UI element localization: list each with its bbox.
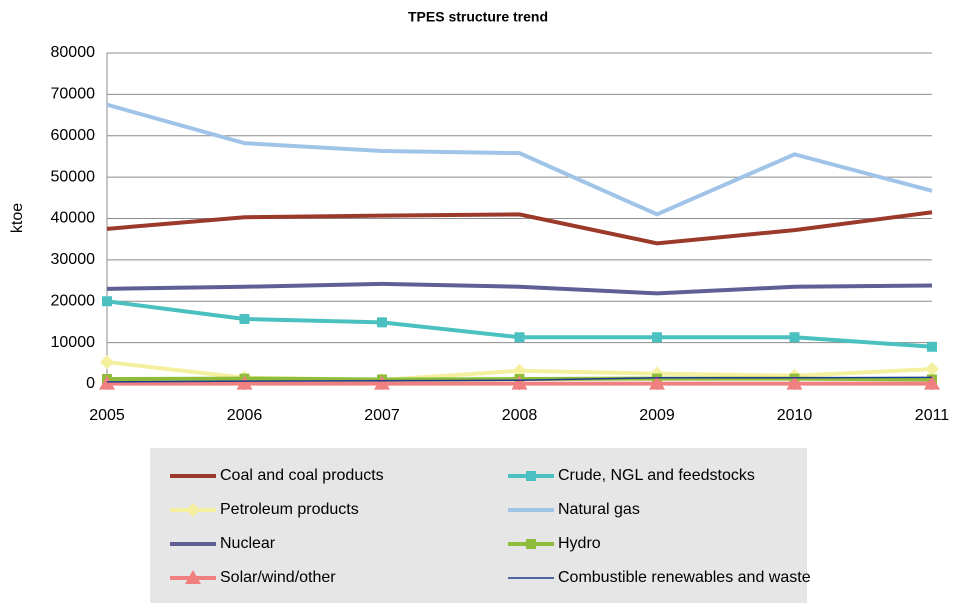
point-marker xyxy=(786,375,803,390)
legend-label: Petroleum products xyxy=(220,501,359,518)
point-marker xyxy=(927,341,937,352)
legend-label: Natural gas xyxy=(558,501,640,518)
legend-box xyxy=(150,448,807,603)
series-line xyxy=(106,210,933,246)
point-marker xyxy=(239,314,250,325)
legend-label: Crude, NGL and feedstocks xyxy=(558,467,755,484)
point-marker xyxy=(236,375,253,390)
point-marker xyxy=(789,332,800,343)
point-marker xyxy=(102,296,112,307)
y-tick-label: 70000 xyxy=(51,86,96,103)
legend-label: Solar/wind/other xyxy=(220,569,336,586)
x-tick-label: 2006 xyxy=(227,407,263,424)
legend-label: Combustible renewables and waste xyxy=(558,569,811,586)
y-tick-label: 20000 xyxy=(51,292,96,309)
series-line xyxy=(106,102,933,217)
series-line xyxy=(106,281,933,296)
point-marker xyxy=(925,362,939,377)
y-tick-label: 80000 xyxy=(51,44,96,61)
legend-marker xyxy=(526,539,536,549)
point-marker xyxy=(99,375,115,390)
point-marker xyxy=(377,317,387,328)
point-marker xyxy=(924,375,940,390)
y-tick-label: 30000 xyxy=(51,251,96,268)
legend-label: Hydro xyxy=(558,535,601,552)
x-tick-label: 2007 xyxy=(364,407,400,424)
x-tick-label: 2008 xyxy=(502,407,538,424)
x-tick-label: 2010 xyxy=(777,407,813,424)
chart-title: TPES structure trend xyxy=(408,9,548,25)
x-tick-label: 2009 xyxy=(639,407,675,424)
point-marker xyxy=(511,375,528,390)
legend-marker xyxy=(526,471,536,481)
series-line xyxy=(106,376,933,383)
point-marker xyxy=(100,355,114,370)
y-tick-label: 40000 xyxy=(51,210,96,227)
legend-marker xyxy=(186,503,200,517)
y-tick-label: 50000 xyxy=(51,168,96,185)
x-tick-label: 2005 xyxy=(89,407,125,424)
y-tick-label: 10000 xyxy=(51,334,96,351)
legend-marker xyxy=(185,570,201,584)
legend-label: Nuclear xyxy=(220,535,276,552)
legend-label: Coal and coal products xyxy=(220,467,384,484)
y-axis-label: ktoe xyxy=(9,203,26,233)
y-tick-label: 0 xyxy=(86,375,95,392)
y-tick-label: 60000 xyxy=(51,127,96,144)
point-marker xyxy=(374,375,390,390)
point-marker xyxy=(652,332,662,343)
point-marker xyxy=(514,332,525,343)
point-marker xyxy=(649,375,665,390)
x-tick-label: 2011 xyxy=(915,407,950,424)
